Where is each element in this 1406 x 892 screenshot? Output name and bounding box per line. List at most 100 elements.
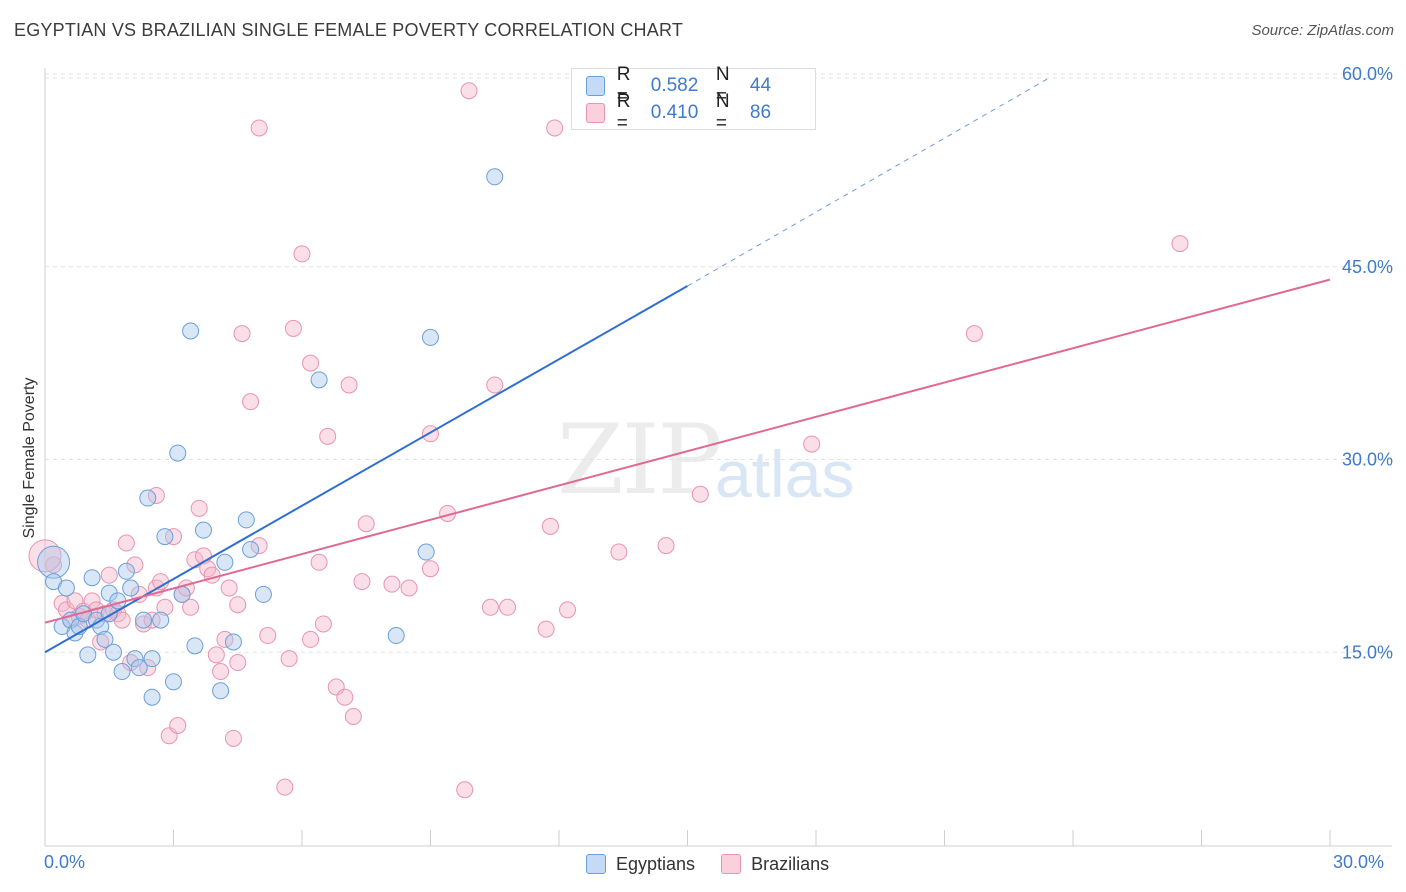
brazilian-point <box>229 596 247 614</box>
brazilian-point <box>45 556 63 574</box>
y-axis-label: Single Female Poverty <box>21 377 38 539</box>
brazilian-point <box>460 82 478 100</box>
egyptian-point <box>83 569 101 587</box>
egyptian-point <box>173 585 191 603</box>
egyptian-point <box>135 611 153 629</box>
brazilian-point <box>293 245 311 263</box>
legend-item-brazilians[interactable]: Brazilians <box>721 854 829 875</box>
egyptians-trend-extension <box>687 76 1052 287</box>
egyptian-point <box>79 646 97 664</box>
legend-n-label: N = <box>715 91 730 134</box>
egyptian-point <box>310 371 328 389</box>
brazilian-point <box>212 663 230 681</box>
watermark-atlas: atlas <box>715 437 855 511</box>
egyptian-point <box>486 168 504 186</box>
legend-row-brazilians: R = 0.410 N = 86 <box>586 91 815 134</box>
trend-lines <box>44 76 1331 654</box>
y-tick-labels: 15.0% 30.0% 45.0% 60.0% <box>1342 64 1393 662</box>
legend-item-egyptians[interactable]: Egyptians <box>586 854 695 875</box>
egyptian-point <box>126 650 144 668</box>
legend-swatch-egyptians <box>586 76 605 96</box>
legend-r-label: R = <box>616 64 631 107</box>
brazilian-point <box>203 566 221 584</box>
brazilian-point <box>284 319 302 337</box>
brazilian-point <box>220 579 238 597</box>
egyptian-point <box>122 579 140 597</box>
egyptian-point <box>421 328 439 346</box>
brazilian-point <box>486 376 504 394</box>
brazilian-point <box>135 615 153 633</box>
legend-label-egyptians: Egyptians <box>616 853 696 874</box>
egyptian-point <box>37 545 71 579</box>
brazilian-point <box>207 646 225 664</box>
brazilian-point <box>242 393 260 411</box>
brazilian-point <box>344 708 362 725</box>
brazilian-point <box>481 598 499 616</box>
egyptian-point <box>164 673 182 691</box>
brazilian-point <box>336 688 354 706</box>
egyptian-point <box>224 633 242 651</box>
brazilian-point <box>280 650 298 668</box>
brazilian-point <box>169 716 187 734</box>
brazilian-point <box>357 515 375 533</box>
brazilian-point <box>259 627 277 645</box>
brazilian-point <box>250 119 268 137</box>
legend-swatch-brazilians <box>721 854 742 874</box>
egyptian-point <box>182 322 200 340</box>
legend-r-value: 0.582 <box>650 75 699 96</box>
egyptian-point <box>143 688 161 706</box>
legend-r-label: R = <box>616 91 631 134</box>
brazilian-point <box>691 485 709 503</box>
legend-swatch-brazilians <box>586 103 605 123</box>
brazilian-point <box>610 543 628 561</box>
egyptian-point <box>237 511 255 529</box>
brazilian-point <box>546 119 564 137</box>
brazilian-point <box>143 611 161 629</box>
brazilian-point <box>319 427 337 445</box>
egyptian-point <box>96 630 114 648</box>
brazilian-point <box>657 537 675 555</box>
brazilians-trend-line <box>44 278 1331 624</box>
legend-r-value: 0.410 <box>650 102 699 123</box>
legend-label-brazilians: Brazilians <box>751 853 830 874</box>
brazilian-point <box>340 376 358 394</box>
brazilian-point <box>83 592 101 610</box>
data-points <box>28 82 1189 799</box>
y-tick-label: 60.0% <box>1342 64 1393 84</box>
legend-n-value: 86 <box>749 102 772 123</box>
brazilian-point <box>28 539 62 573</box>
egyptians-trend-line <box>44 285 688 654</box>
brazilian-point <box>100 566 118 584</box>
brazilian-point <box>164 528 182 546</box>
egyptian-point <box>156 528 174 546</box>
brazilian-point <box>302 630 320 648</box>
stats-legend: R = 0.582 N = 44 R = 0.410 N = 86 <box>571 64 816 134</box>
brazilian-point <box>456 781 474 799</box>
brazilian-point <box>302 354 320 372</box>
brazilian-point <box>803 435 821 453</box>
brazilian-point <box>314 615 332 633</box>
brazilian-point <box>559 601 577 619</box>
egyptian-point <box>212 682 230 700</box>
brazilian-point <box>541 517 559 535</box>
legend-row-egyptians: R = 0.582 N = 44 <box>586 64 815 107</box>
egyptian-point <box>387 627 405 645</box>
brazilian-point <box>250 537 268 555</box>
egyptian-point <box>143 650 161 668</box>
brazilian-point <box>421 560 439 578</box>
chart-title: EGYPTIAN VS BRAZILIAN SINGLE FEMALE POVE… <box>14 20 684 40</box>
chart-source: Source: ZipAtlas.com <box>1251 22 1394 39</box>
brazilian-point <box>276 778 294 796</box>
egyptian-point <box>57 579 75 597</box>
brazilian-point <box>139 659 157 677</box>
y-tick-label: 30.0% <box>1342 450 1393 470</box>
legend-n-label: N = <box>715 64 730 107</box>
brazilian-point <box>1171 235 1189 253</box>
brazilian-point <box>224 729 242 747</box>
brazilian-point <box>400 579 418 597</box>
brazilian-point <box>156 598 174 616</box>
brazilian-point <box>383 575 401 593</box>
egyptian-point <box>186 637 204 655</box>
legend-swatch-egyptians <box>586 854 606 874</box>
